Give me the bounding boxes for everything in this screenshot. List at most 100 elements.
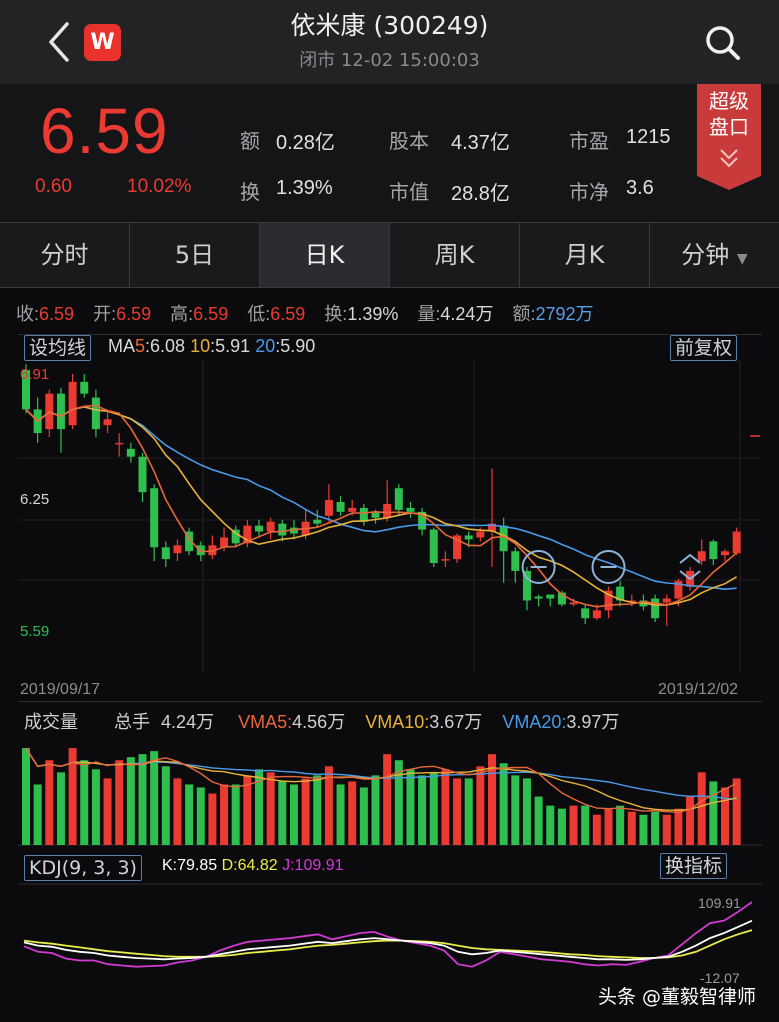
- candle-body: [616, 586, 625, 601]
- volume-bar: [255, 769, 263, 845]
- volume-bar: [103, 778, 112, 845]
- kdj-d-value: D:64.82: [221, 857, 278, 874]
- volume-bar: [220, 784, 229, 845]
- back-arrow-icon[interactable]: [40, 20, 78, 64]
- volume-bar: [138, 754, 147, 845]
- tab-monthly-k[interactable]: 月K: [520, 223, 650, 287]
- candle-body: [464, 535, 473, 540]
- ma20-value: 5.90: [280, 336, 316, 356]
- volume-bar: [266, 772, 275, 845]
- adjust-mode-button[interactable]: 前复权: [670, 335, 738, 361]
- kdj-axis-bottom: -12.07: [700, 970, 740, 986]
- app-logo-icon: W: [84, 24, 121, 61]
- vma20-label: VMA20:: [502, 712, 567, 732]
- volume-bar: [173, 778, 182, 845]
- volume-bar: [150, 751, 159, 845]
- amount-label: 额:: [512, 304, 536, 324]
- volume-bar: [301, 778, 310, 845]
- price-axis-high: 6.91: [20, 366, 50, 383]
- vma10-value: 3.67万: [429, 712, 483, 732]
- volume-bar: [161, 766, 170, 845]
- candle-body: [220, 537, 229, 548]
- high-value: 6.59: [193, 304, 229, 324]
- ma10-value: 5.91: [215, 336, 251, 356]
- watermark: 头条 @董毅智律师: [598, 986, 757, 1008]
- tab-daily-k[interactable]: 日K: [260, 223, 390, 287]
- volume-bar: [33, 784, 42, 845]
- ma20-line: [25, 405, 737, 591]
- volume-total-label: 总手: [114, 712, 151, 732]
- ma5-value: 6.08: [150, 336, 186, 356]
- dividend-arrow-icon: [679, 570, 701, 581]
- stat-value: 28.8亿: [451, 183, 510, 205]
- volume-bar: [697, 772, 706, 845]
- volume-bar: [674, 808, 683, 845]
- volume-bar: [662, 814, 671, 845]
- candle-body: [150, 488, 159, 548]
- stat-value: 1.39%: [276, 177, 333, 199]
- candle-body: [324, 500, 333, 516]
- candle-body: [534, 596, 543, 599]
- stat-value: 4.37亿: [451, 132, 510, 154]
- top-bar: W 依米康 (300249) 闭市 12-02 15:00:03: [0, 0, 779, 84]
- kline-chart-area[interactable]: [18, 334, 762, 702]
- tab-intraday[interactable]: 分时: [0, 223, 130, 287]
- candle-body: [80, 381, 89, 394]
- candle-body: [651, 598, 660, 619]
- set-ma-button[interactable]: 设均线: [24, 335, 92, 361]
- volume-bar: [196, 787, 205, 845]
- candle-body: [103, 419, 112, 426]
- vma5-value: 4.56万: [292, 712, 346, 732]
- rights-marker-icon: [591, 550, 626, 584]
- candle-body: [138, 456, 147, 493]
- stat-value: 3.6: [626, 177, 654, 199]
- kdj-indicator-label[interactable]: KDJ(9, 3, 3): [24, 855, 142, 881]
- candle-body: [732, 531, 741, 554]
- volume-bar: [651, 811, 660, 845]
- volume-bar: [126, 757, 135, 845]
- price-change: 0.60: [35, 176, 72, 197]
- candle-body: [453, 535, 462, 560]
- volume-bar: [208, 793, 217, 845]
- candle-body: [476, 531, 485, 538]
- volume-bar: [68, 748, 77, 845]
- volume-bar: [336, 784, 345, 845]
- vma20-value: 3.97万: [566, 712, 620, 732]
- volume-bar: [499, 763, 508, 845]
- stat-label: 市盈: [569, 129, 609, 153]
- vma10-label: VMA10:: [365, 712, 430, 732]
- stat-label: 额: [240, 129, 260, 153]
- tab-weekly-k[interactable]: 周K: [390, 223, 520, 287]
- candle-body: [348, 507, 357, 512]
- low-label: 低:: [247, 304, 271, 324]
- volume-bar: [464, 778, 473, 845]
- stat-value: 1215: [626, 126, 671, 148]
- volume-bar: [569, 805, 578, 845]
- candle-body: [581, 608, 590, 619]
- volume-bar: [56, 772, 65, 845]
- vma5-line: [25, 747, 737, 814]
- search-icon[interactable]: [700, 20, 746, 66]
- volume-bar: [185, 784, 194, 845]
- volume-bar: [278, 781, 287, 845]
- tab-5day[interactable]: 5日: [130, 223, 260, 287]
- stock-title: 依米康 (300249): [290, 11, 489, 40]
- super-orderbook-button[interactable]: 超级 盘口: [697, 84, 761, 190]
- tab-minute[interactable]: 分钟 ▼: [681, 241, 748, 269]
- volume-bar: [639, 814, 648, 845]
- candle-body: [255, 525, 263, 532]
- kdj-j-value: J:109.91: [282, 857, 344, 874]
- switch-indicator-button[interactable]: 换指标: [660, 853, 728, 879]
- ma10-period: 10: [190, 336, 211, 356]
- market-status: 闭市 12-02 15:00:03: [299, 50, 480, 71]
- candle-body: [627, 600, 636, 602]
- candle-body: [289, 527, 298, 534]
- stat-label: 市净: [569, 180, 609, 204]
- ma5-line: [25, 404, 738, 608]
- candle-body: [709, 541, 718, 560]
- open-label: 开:: [93, 304, 117, 324]
- volume-bar: [313, 775, 322, 845]
- candle-body: [557, 592, 566, 605]
- volume-bar: [616, 805, 625, 845]
- date-end: 2019/12/02: [658, 681, 739, 698]
